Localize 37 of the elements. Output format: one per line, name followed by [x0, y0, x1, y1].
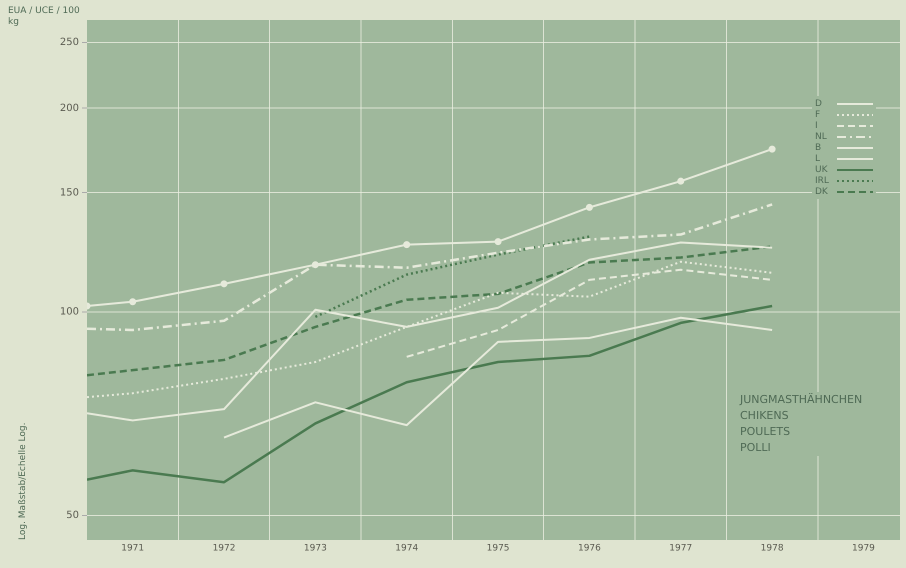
x-tick-label: 1973 [304, 544, 327, 554]
annotation: POLLI [740, 440, 772, 456]
point [494, 238, 502, 246]
y-tick-label: 150 [60, 187, 79, 198]
point [403, 241, 410, 248]
legend-label: NL [815, 132, 828, 142]
legend-label: F [815, 110, 822, 120]
legend-label: IRL [815, 176, 830, 186]
line-series [314, 235, 591, 318]
annotation: JUNGMASTHÄHNCHEN [740, 392, 862, 408]
y-tick-label: 250 [60, 37, 79, 48]
x-tick-label: 1975 [486, 544, 510, 554]
legend-label: L [815, 154, 822, 164]
y-tick-label: 200 [60, 102, 79, 114]
legend-label: UK [815, 164, 828, 174]
x-tick-label: 1979 [852, 544, 876, 554]
annotation: CHIKENS [740, 408, 790, 424]
x-tick-label: 1976 [578, 544, 602, 554]
point [220, 280, 228, 288]
x-tick-label: 1977 [669, 544, 692, 554]
legend-label: D [815, 98, 823, 108]
annotation: POULETS [740, 424, 792, 440]
point [129, 298, 136, 306]
x-tick-label: 1971 [121, 544, 144, 554]
text: EUA / UCE / 100 kg [8, 6, 81, 28]
point [586, 204, 593, 211]
point [677, 178, 684, 185]
x-tick-label: 1978 [760, 544, 784, 554]
x-tick-label: 1974 [395, 544, 418, 554]
legend-label: I [815, 120, 819, 130]
x-tick-label: 1972 [212, 544, 236, 554]
y-tick-label: 50 [66, 510, 79, 522]
y-tick-label: 100 [60, 306, 79, 318]
y-axis-title: Log. Maßstab/Echelle Log. [18, 422, 28, 540]
legend-label: B [815, 142, 822, 152]
legend-label: DK [815, 186, 829, 196]
point [768, 146, 776, 153]
